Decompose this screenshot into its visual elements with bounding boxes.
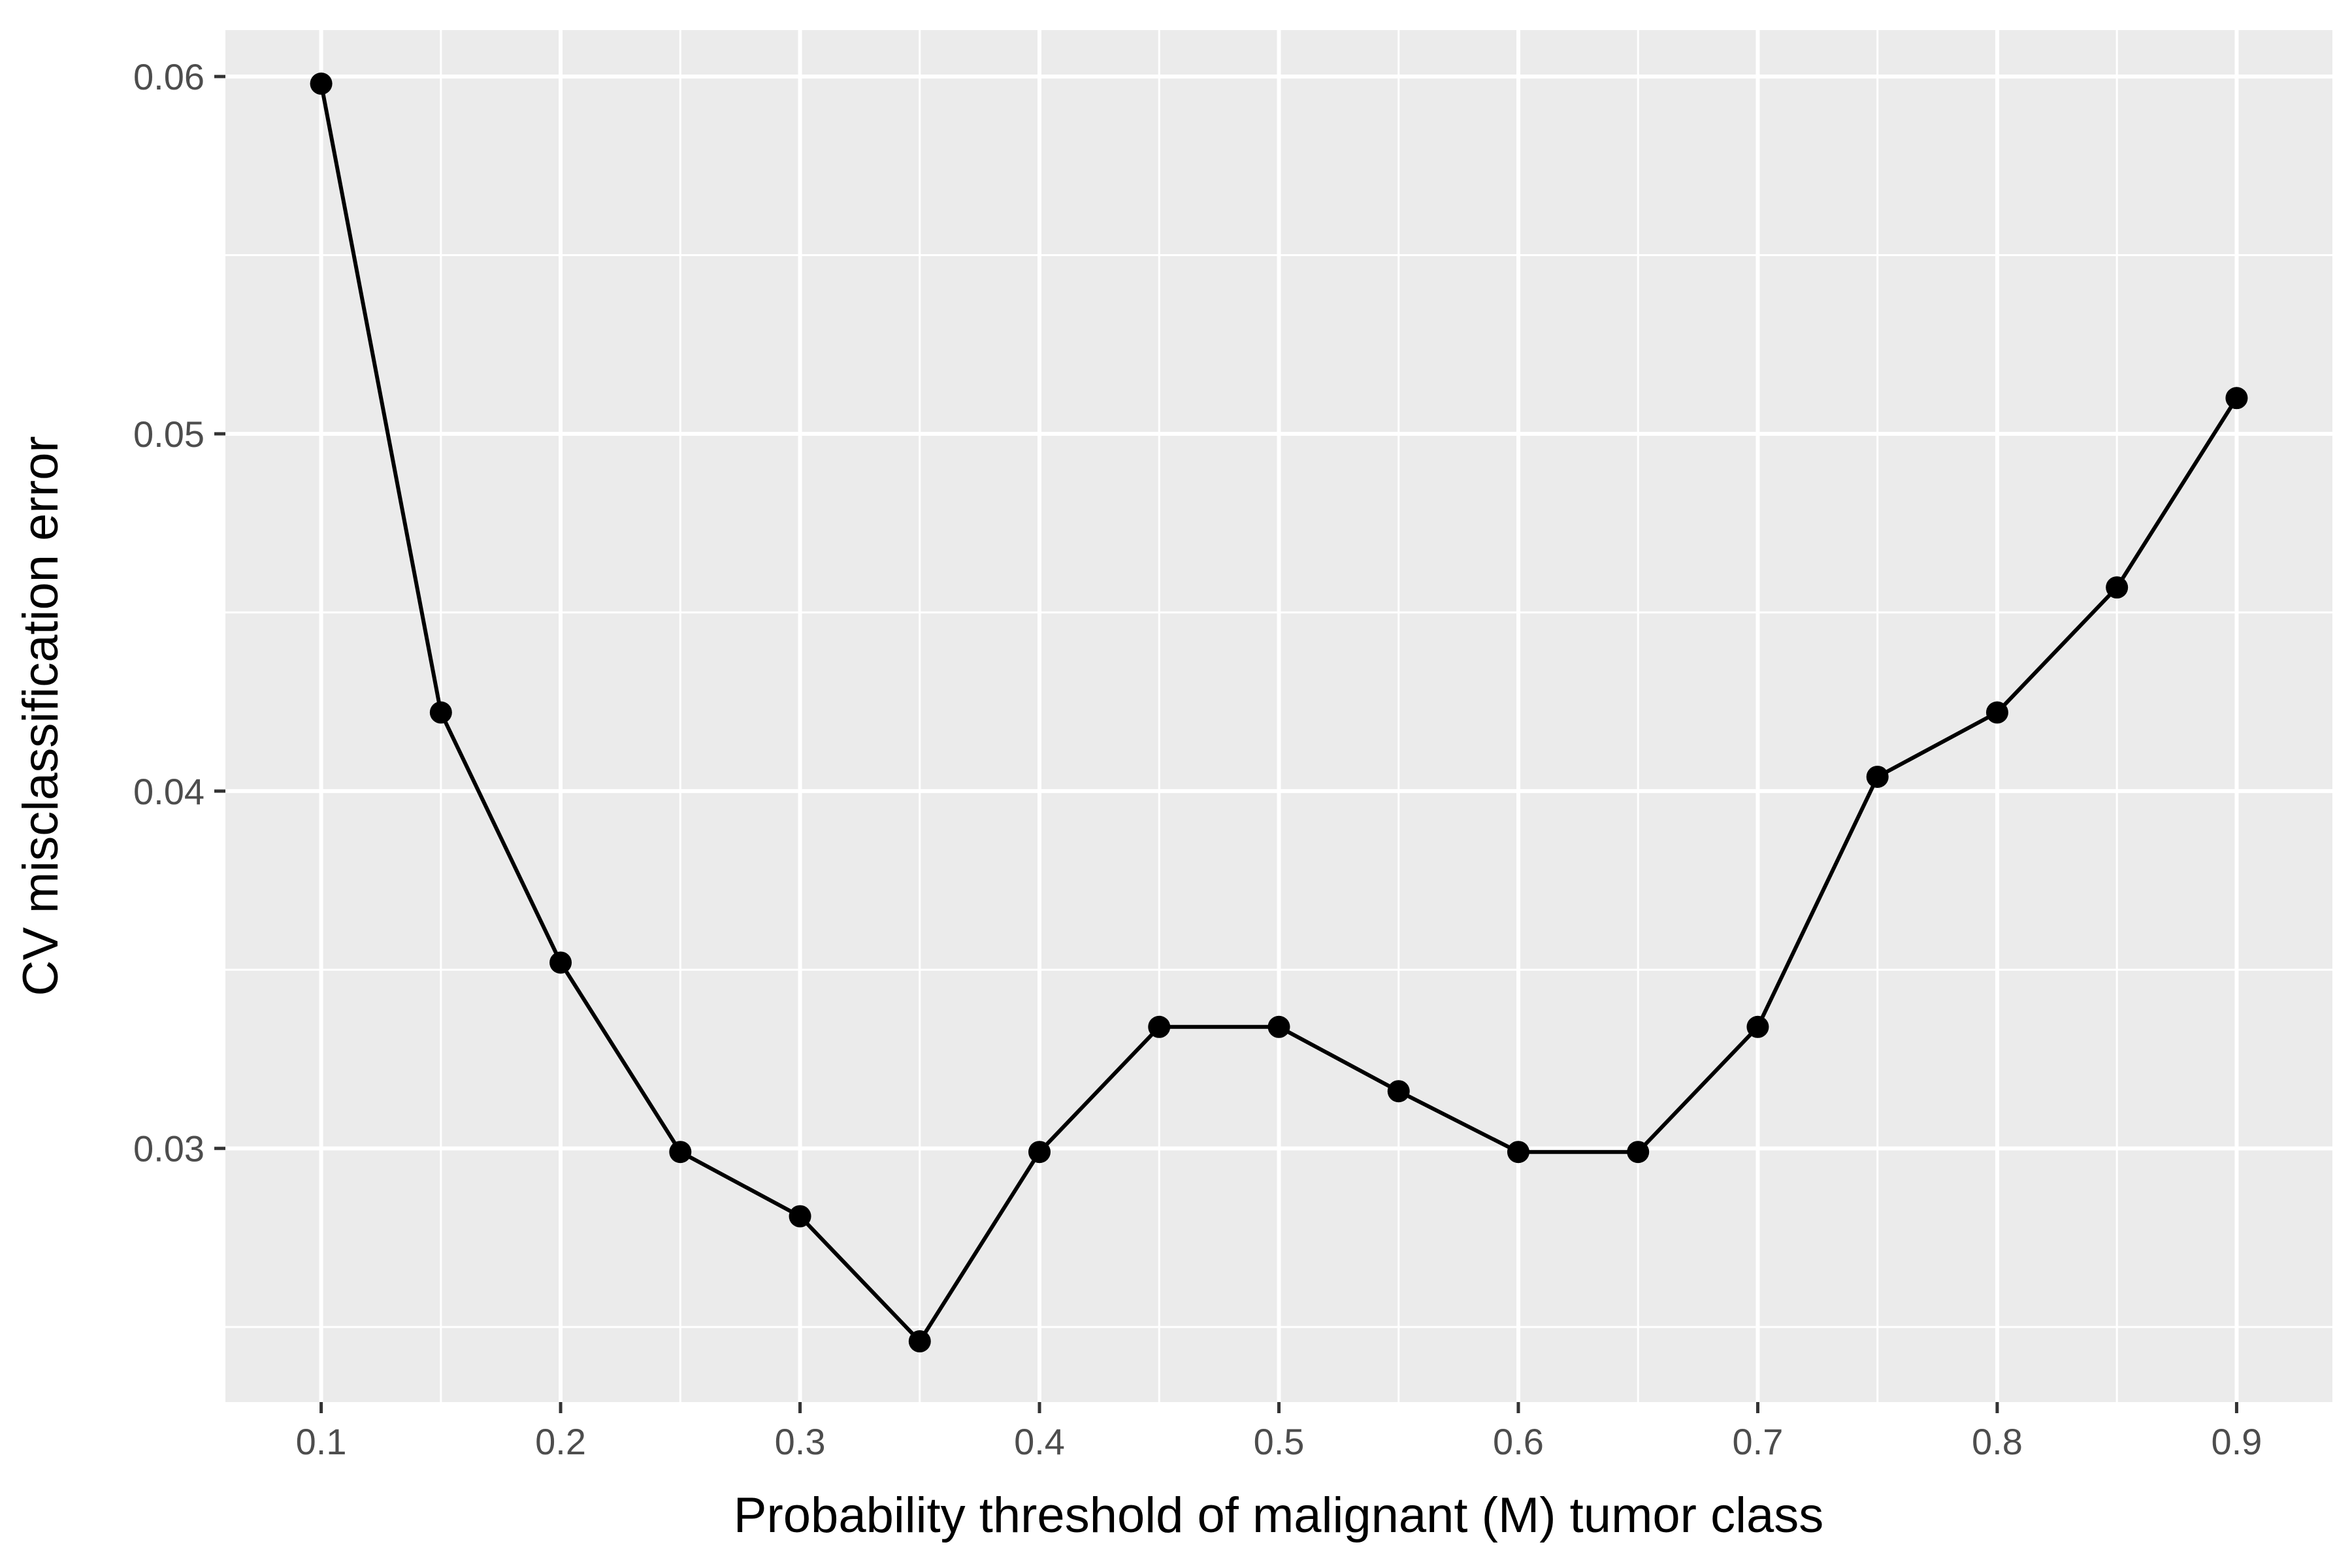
x-tick-label: 0.7: [1733, 1421, 1784, 1462]
y-axis-title: CV misclassification error: [13, 436, 69, 996]
x-tick-label: 0.3: [775, 1421, 826, 1462]
y-tick-label: 0.05: [133, 414, 204, 455]
x-tick-label: 0.8: [1972, 1421, 2023, 1462]
data-point: [789, 1205, 811, 1228]
data-point: [1028, 1141, 1051, 1163]
data-point: [669, 1141, 691, 1163]
data-point: [1627, 1141, 1649, 1163]
data-point: [310, 73, 333, 95]
x-tick-label: 0.5: [1254, 1421, 1305, 1462]
data-point: [909, 1330, 931, 1352]
x-tick-label: 0.6: [1493, 1421, 1544, 1462]
y-tick-label: 0.03: [133, 1128, 204, 1169]
data-point: [430, 702, 452, 724]
data-point: [1388, 1080, 1410, 1102]
x-tick-labels: 0.1 0.2 0.3 0.4 0.5 0.6 0.7 0.8 0.9: [296, 1421, 2262, 1462]
data-point: [1867, 766, 1889, 788]
data-point: [2106, 576, 2128, 598]
x-tick-label: 0.9: [2211, 1421, 2262, 1462]
data-point: [1986, 702, 2008, 724]
data-point: [2225, 387, 2247, 409]
x-tick-label: 0.2: [535, 1421, 586, 1462]
data-point: [1507, 1141, 1529, 1163]
y-tick-label: 0.06: [133, 56, 204, 97]
y-tick-labels: 0.03 0.04 0.05 0.06: [133, 56, 204, 1169]
data-point: [1746, 1016, 1769, 1038]
y-tick-label: 0.04: [133, 771, 204, 812]
data-point: [1268, 1016, 1290, 1038]
data-point: [549, 951, 572, 973]
x-tick-label: 0.1: [296, 1421, 347, 1462]
x-axis-title: Probability threshold of malignant (M) t…: [734, 1488, 1823, 1543]
x-tick-label: 0.4: [1014, 1421, 1065, 1462]
data-point: [1148, 1016, 1170, 1038]
